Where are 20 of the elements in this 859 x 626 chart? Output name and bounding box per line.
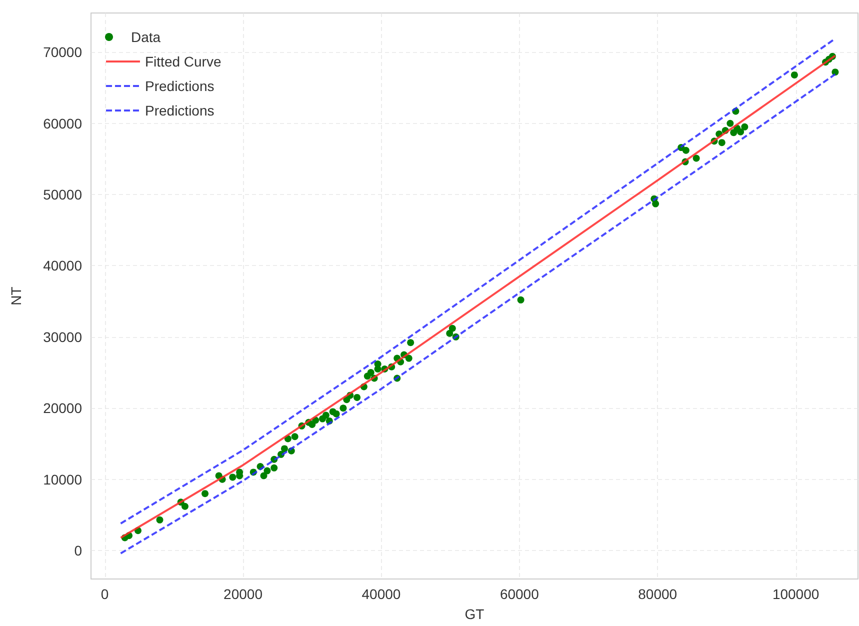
y-tick-label: 50000 [43, 186, 82, 203]
y-tick-label: 0 [74, 542, 82, 559]
y-axis-title: NT [8, 286, 24, 306]
y-tick-label: 70000 [43, 44, 82, 60]
x-tick-label: 100000 [772, 586, 820, 602]
y-tick-label: 60000 [43, 115, 82, 132]
legend-label: Fitted Curve [145, 54, 222, 70]
y-tick-label: 10000 [43, 471, 82, 488]
y-tick-label: 20000 [43, 400, 82, 416]
x-axis-title: GT [464, 606, 485, 622]
x-tick-label: 0 [100, 586, 109, 602]
legend-label: Predictions [145, 78, 214, 94]
x-tick-label: 40000 [362, 586, 401, 602]
x-tick-label: 20000 [224, 586, 263, 602]
legend-label: Predictions [145, 102, 214, 118]
y-tick-label: 40000 [43, 258, 82, 274]
y-tick-label: 30000 [43, 328, 82, 345]
legend-label: Data [131, 29, 161, 45]
x-tick-label: 60000 [500, 586, 540, 602]
x-tick-label: 80000 [638, 586, 678, 602]
